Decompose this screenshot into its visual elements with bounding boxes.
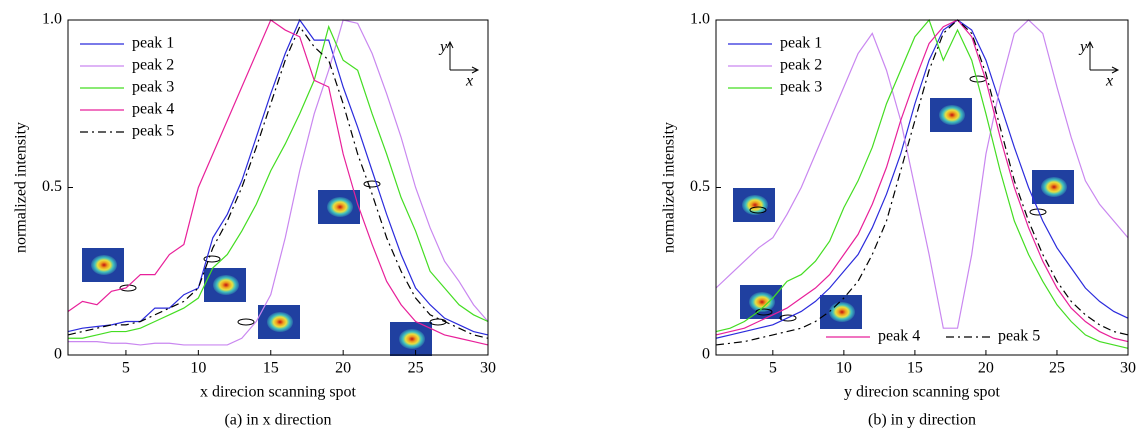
caption: (b) in y direction xyxy=(868,412,976,429)
inset-spot xyxy=(829,302,855,322)
inset-spot xyxy=(399,329,425,349)
indicator-arrows xyxy=(446,40,480,74)
x-tick-label: 30 xyxy=(480,360,496,377)
marker-ellipse xyxy=(749,206,767,214)
legend-label: peak 1 xyxy=(132,35,174,52)
x-tick-label: 5 xyxy=(769,360,777,377)
x-tick-label: 10 xyxy=(190,360,206,377)
series-line xyxy=(715,19,1129,329)
y-tick-label: 0 xyxy=(702,346,710,363)
series-line xyxy=(67,18,489,336)
legend-label: peak 3 xyxy=(780,79,822,96)
x-tick-label: 25 xyxy=(408,360,424,377)
x-tick-label: 20 xyxy=(335,360,351,377)
legend-label: peak 4 xyxy=(132,101,174,118)
x-axis-label: x direcion scanning spot xyxy=(200,384,357,401)
inset-spot xyxy=(91,255,117,275)
inset-spot xyxy=(1041,177,1067,197)
inset-spot xyxy=(742,195,768,215)
series-line xyxy=(68,24,489,339)
series-line xyxy=(715,18,1129,349)
inset-spot xyxy=(327,197,353,217)
x-tick-label: 30 xyxy=(1120,360,1136,377)
x-tick-label: 25 xyxy=(1049,360,1065,377)
marker-ellipse xyxy=(969,75,987,83)
y-tick-label: 0.5 xyxy=(42,178,62,195)
legend-label: peak 3 xyxy=(132,79,174,96)
marker-ellipse xyxy=(429,318,447,326)
x-tick-label: 15 xyxy=(907,360,923,377)
legend-label: peak 5 xyxy=(132,123,174,140)
y-tick-label: 0.5 xyxy=(690,178,710,195)
indicator-x: x xyxy=(1105,73,1113,90)
caption: (a) in x direction xyxy=(224,412,331,429)
legend-label: peak 5 xyxy=(998,328,1040,345)
y-tick-label: 1.0 xyxy=(690,11,710,28)
inset-spot xyxy=(749,292,775,312)
legend-label: peak 2 xyxy=(780,57,822,74)
indicator-x: x xyxy=(465,73,473,90)
legend-label: peak 4 xyxy=(878,328,920,345)
x-tick-label: 15 xyxy=(263,360,279,377)
marker-ellipse xyxy=(779,314,797,322)
series-line xyxy=(67,19,489,346)
y-axis-label: normalized intensity xyxy=(661,122,678,253)
indicator-arrows xyxy=(1086,40,1120,74)
plot-frame xyxy=(67,19,489,356)
inset-spot xyxy=(939,105,965,125)
indicator-y: y xyxy=(1078,39,1088,56)
marker-ellipse xyxy=(755,308,773,316)
marker-ellipse xyxy=(203,255,221,263)
x-axis-label: y direcion scanning spot xyxy=(844,384,1001,401)
inset-spot xyxy=(213,275,239,295)
x-tick-label: 20 xyxy=(978,360,994,377)
x-tick-label: 10 xyxy=(836,360,852,377)
series-line xyxy=(715,19,1129,339)
legend-label: peak 2 xyxy=(132,57,174,74)
indicator-y: y xyxy=(438,39,448,56)
x-tick-label: 5 xyxy=(122,360,130,377)
y-tick-label: 1.0 xyxy=(42,11,62,28)
inset-spot xyxy=(267,312,293,332)
series-line xyxy=(715,19,1129,343)
y-axis-label: normalized intensity xyxy=(13,122,30,253)
series-line xyxy=(67,25,489,339)
y-tick-label: 0 xyxy=(54,346,62,363)
marker-ellipse xyxy=(237,318,255,326)
series-line xyxy=(68,19,489,346)
marker-ellipse xyxy=(363,180,381,188)
marker-ellipse xyxy=(119,284,137,292)
legend-label: peak 1 xyxy=(780,35,822,52)
